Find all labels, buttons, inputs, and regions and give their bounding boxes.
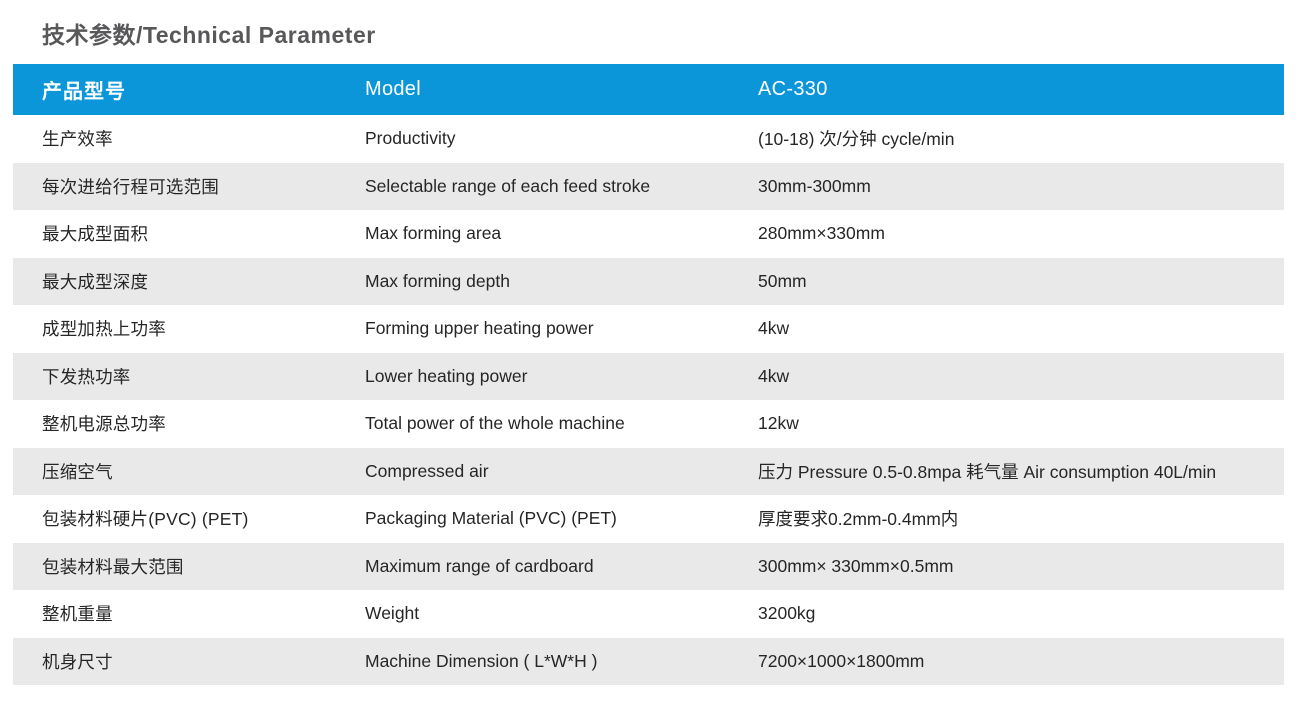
table-row: 每次进给行程可选范围 Selectable range of each feed …	[13, 162, 1284, 210]
table-row: 成型加热上功率 Forming upper heating power 4kw	[13, 305, 1284, 353]
row-value: 7200×1000×1800mm	[758, 650, 925, 671]
row-value: 300mm× 330mm×0.5mm	[758, 555, 954, 576]
row-value: 30mm-300mm	[758, 175, 871, 196]
row-value: 压力 Pressure 0.5-0.8mpa 耗气量 Air consumpti…	[758, 461, 1217, 482]
table-body: 生产效率 Productivity (10-18) 次/分钟 cycle/min 每次…	[13, 115, 1284, 685]
row-label-cn: 整机重量	[42, 604, 113, 625]
table-row: 压缩空气 Compressed air 压力 Pressure 0.5-0.8mpa…	[13, 447, 1284, 495]
table-header-row: 产品型号 Model AC-330	[13, 64, 1284, 115]
row-value: 280mm×330mm	[758, 223, 885, 244]
row-label-cn: 最大成型面积	[42, 224, 149, 245]
row-label-en: Lower heating power	[365, 365, 528, 386]
table-row: 包装材料最大范围 Maximum range of cardboard 300mm×…	[13, 542, 1284, 590]
row-label-cn: 生产效率	[42, 129, 113, 150]
row-label-cn: 下发热功率	[42, 366, 131, 387]
row-label-en: Total power of the whole machine	[365, 413, 625, 434]
row-label-en: Max forming depth	[365, 270, 510, 291]
row-label-en: Compressed air	[365, 460, 489, 481]
table-row: 下发热功率 Lower heating power 4kw	[13, 352, 1284, 400]
row-label-cn: 整机电源总功率	[42, 414, 166, 435]
header-model-number: AC-330	[758, 78, 828, 100]
row-value: 4kw	[758, 365, 790, 386]
row-value: 50mm	[758, 270, 807, 291]
table-row: 包装材料硬片(PVC) (PET) Packaging Material (PVC…	[13, 495, 1284, 543]
row-label-en: Machine Dimension ( L*W*H )	[365, 650, 598, 671]
table-row: 生产效率 Productivity (10-18) 次/分钟 cycle/min	[13, 115, 1284, 163]
row-label-cn: 压缩空气	[42, 461, 113, 482]
table-row: 整机电源总功率 Total power of the whole machine 1…	[13, 400, 1284, 448]
row-label-cn: 最大成型深度	[42, 271, 149, 292]
row-value: 4kw	[758, 318, 790, 339]
row-label-en: Forming upper heating power	[365, 318, 594, 339]
table-row: 最大成型面积 Max forming area 280mm×330mm	[13, 210, 1284, 258]
header-product-model-cn: 产品型号	[42, 81, 126, 103]
row-label-en: Selectable range of each feed stroke	[365, 175, 651, 196]
row-label-cn: 每次进给行程可选范围	[42, 176, 219, 197]
row-label-en: Maximum range of cardboard	[365, 555, 594, 576]
row-label-cn: 包装材料硬片(PVC) (PET)	[42, 509, 249, 530]
table-row: 整机重量 Weight 3200kg	[13, 590, 1284, 638]
page-title: 技术参数/Technical Parameter	[42, 22, 376, 48]
table-row: 最大成型深度 Max forming depth 50mm	[13, 257, 1284, 305]
row-label-en: Weight	[365, 603, 420, 624]
row-value: (10-18) 次/分钟 cycle/min	[758, 129, 955, 150]
row-label-cn: 机身尺寸	[42, 651, 113, 672]
technical-parameter-table: 产品型号 Model AC-330 生产效率 Productivity (10-18…	[13, 64, 1284, 685]
row-value: 厚度要求0.2mm-0.4mm内	[758, 509, 959, 530]
row-label-cn: 成型加热上功率	[42, 319, 166, 340]
row-label-en: Packaging Material (PVC) (PET)	[365, 508, 617, 529]
row-value: 3200kg	[758, 603, 816, 624]
table-row: 机身尺寸 Machine Dimension ( L*W*H ) 7200×1000…	[13, 637, 1284, 685]
row-label-cn: 包装材料最大范围	[42, 556, 184, 577]
row-label-en: Productivity	[365, 128, 456, 149]
header-model-label: Model	[365, 78, 421, 100]
row-label-en: Max forming area	[365, 223, 502, 244]
row-value: 12kw	[758, 413, 799, 434]
